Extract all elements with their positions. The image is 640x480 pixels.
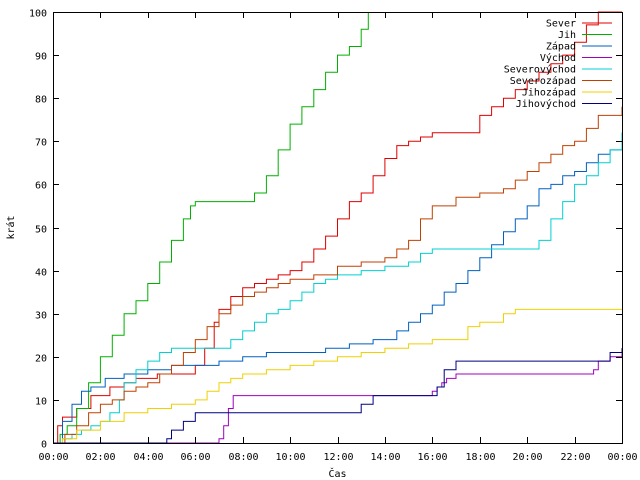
x-tick-label: 20:00: [512, 452, 542, 463]
y-tick-label: 20: [35, 354, 47, 365]
x-tick-label: 06:00: [180, 452, 210, 463]
y-tick-label: 70: [35, 138, 47, 149]
legend-label: Jih: [558, 30, 576, 41]
legend-label: Severovýchod: [504, 64, 576, 76]
series-line-3: [53, 132, 623, 444]
x-tick-label: 08:00: [228, 452, 258, 463]
legend-label: Jihovýchod: [516, 98, 576, 110]
y-tick-label: 40: [35, 268, 47, 279]
x-tick-label: 00:00: [607, 452, 637, 463]
legend-label: Západ: [546, 41, 576, 53]
x-tick-label: 22:00: [560, 452, 590, 463]
x-tick-label: 16:00: [417, 452, 447, 463]
series-line-2: [53, 12, 369, 444]
y-tick-label: 30: [35, 311, 47, 322]
y-axis-label: krát: [5, 215, 17, 239]
y-tick-label: 90: [35, 52, 47, 63]
x-tick-label: 18:00: [465, 452, 495, 463]
legend-label: Východ: [540, 52, 576, 64]
x-tick-label: 12:00: [323, 452, 353, 463]
x-tick-label: 02:00: [85, 452, 115, 463]
x-tick-label: 04:00: [133, 452, 163, 463]
x-tick-label: 10:00: [275, 452, 305, 463]
legend-label: Sever: [546, 19, 576, 30]
series-line-7: [53, 308, 622, 444]
y-tick-label: 100: [29, 9, 47, 20]
y-tick-label: 10: [35, 397, 47, 408]
series-line-8: [53, 348, 623, 444]
y-tick-label: 50: [35, 225, 47, 236]
legend: SeverJihZápadVýchodSeverovýchodSeverozáp…: [504, 19, 612, 110]
x-axis-label: Čas: [328, 467, 346, 480]
y-tick-label: 0: [41, 440, 47, 451]
x-tick-label: 14:00: [370, 452, 400, 463]
legend-label: Severozápad: [510, 75, 576, 87]
series-line-1: [53, 11, 622, 444]
x-axis: 00:00 02:00 04:00 06:00 08:00 10:00 12:00 14:00…: [38, 12, 638, 463]
series-layer: [53, 11, 623, 444]
x-tick-label: 00:00: [38, 452, 68, 463]
y-tick-label: 80: [35, 95, 47, 106]
legend-label: Jihozápad: [522, 87, 576, 99]
y-tick-label: 60: [35, 181, 47, 192]
series-line-5: [53, 132, 623, 444]
y-axis: 0 10 20 30 40 50 60 70 80 90 100: [29, 9, 622, 451]
series-line-6: [53, 106, 623, 444]
